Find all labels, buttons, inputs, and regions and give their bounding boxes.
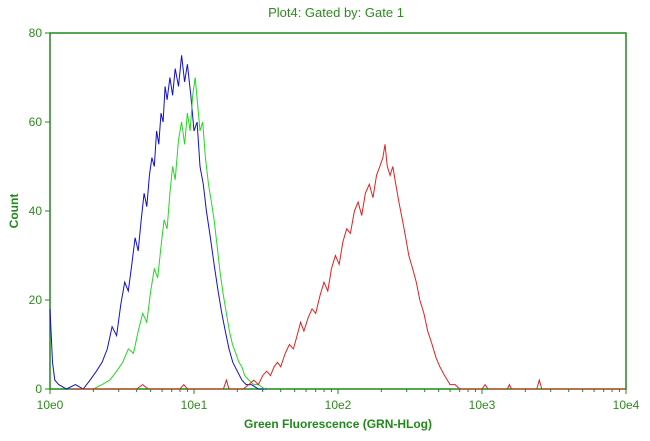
chart-title: Plot4: Gated by: Gate 1 [268, 5, 404, 20]
x-axis-label: Green Fluorescence (GRN-HLog) [244, 417, 432, 431]
series-line-1 [93, 77, 266, 390]
series-layer [49, 55, 626, 390]
x-tick-label: 10e3 [469, 398, 496, 412]
x-axis-ticks: 10e0 10e1 10e2 10e3 10e4 [37, 389, 640, 412]
x-tick-label: 10e4 [613, 398, 640, 412]
y-tick-label: 80 [29, 26, 43, 40]
plot-frame [49, 32, 627, 390]
y-tick-label: 0 [35, 382, 42, 396]
x-tick-label: 10e2 [325, 398, 352, 412]
y-axis-label: Count [7, 194, 21, 229]
x-tick-label: 10e1 [181, 398, 208, 412]
y-tick-label: 20 [29, 293, 43, 307]
y-axis-ticks: 0 20 40 60 80 [29, 26, 50, 396]
x-tick-label: 10e0 [37, 398, 64, 412]
y-tick-label: 60 [29, 115, 43, 129]
series-line-0 [49, 55, 267, 390]
series-line-2 [71, 144, 626, 390]
y-tick-label: 40 [29, 204, 43, 218]
